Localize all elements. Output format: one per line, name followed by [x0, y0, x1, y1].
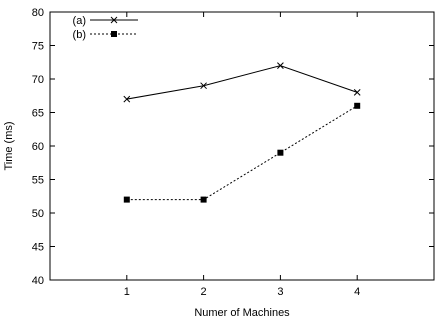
plot-frame — [49, 11, 435, 281]
legend-marker — [110, 16, 118, 24]
x-axis: 1 2 3 4 — [124, 12, 360, 298]
data-point — [123, 95, 131, 103]
y-tick-label: 45 — [32, 242, 44, 254]
data-point — [200, 196, 207, 203]
data-point — [123, 196, 130, 203]
x-tick-label: 3 — [277, 286, 283, 298]
y-tick-label: 70 — [32, 74, 44, 86]
y-tick-label: 75 — [32, 41, 44, 53]
y-tick-label: 50 — [32, 208, 44, 220]
x-tick-label: 1 — [124, 286, 130, 298]
y-tick-label: 60 — [32, 141, 44, 153]
y-tick-label: 80 — [32, 7, 44, 19]
data-point — [277, 62, 284, 69]
legend-marker — [111, 31, 117, 37]
legend-label: (b) — [73, 29, 86, 41]
data-point — [277, 149, 284, 156]
y-tick-label: 40 — [32, 275, 44, 287]
data-point — [354, 102, 361, 109]
x-tick-label: 4 — [354, 286, 360, 298]
legend-label: (a) — [73, 15, 86, 27]
legend: (a) (b) — [73, 15, 138, 41]
x-tick-label: 2 — [201, 286, 207, 298]
series-line-1 — [126, 105, 358, 201]
y-tick-label: 65 — [32, 108, 44, 120]
y-tick-label: 55 — [32, 175, 44, 187]
data-point — [353, 89, 361, 96]
y-axis: 40 45 50 55 60 65 70 75 80 — [32, 7, 434, 287]
y-axis-label: Time (ms) — [3, 121, 15, 170]
data-point — [200, 82, 207, 90]
series-layer — [123, 62, 361, 203]
x-axis-label: Numer of Machines — [194, 307, 290, 319]
series-line-0 — [126, 65, 358, 100]
